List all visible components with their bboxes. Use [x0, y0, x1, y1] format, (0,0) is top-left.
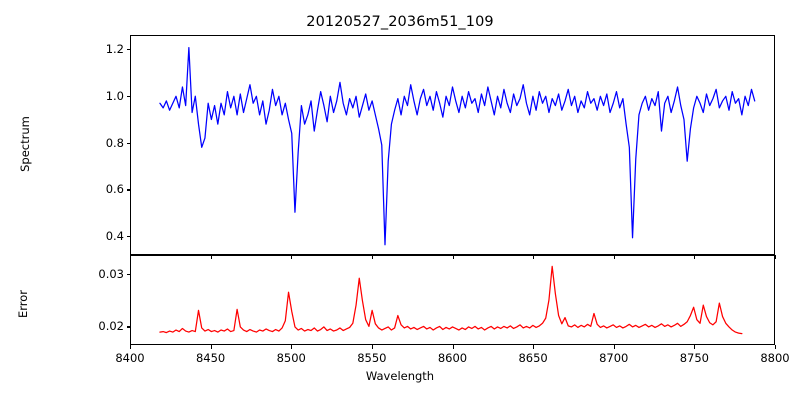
error-plot-panel — [130, 255, 775, 345]
y-tick-label-spectrum: 1.2 — [105, 42, 124, 57]
data-line-error — [160, 266, 742, 333]
x-tick-mark-spectrum — [533, 255, 535, 259]
y-tick-mark-spectrum — [126, 142, 130, 144]
y-tick-mark-error — [126, 326, 130, 328]
x-tick-mark-error — [291, 345, 293, 349]
y-tick-mark-spectrum — [126, 49, 130, 51]
x-tick-label: 8450 — [195, 351, 226, 365]
x-tick-label: 8800 — [760, 351, 790, 365]
x-tick-mark-error — [533, 345, 535, 349]
x-tick-label: 8550 — [357, 351, 387, 365]
figure-title: 20120527_2036m51_109 — [306, 14, 494, 30]
y-tick-label-error: 0.03 — [98, 266, 124, 281]
x-tick-mark-spectrum — [452, 255, 454, 259]
x-tick-mark-error — [452, 345, 454, 349]
x-tick-mark-error — [210, 345, 212, 349]
y-tick-mark-spectrum — [126, 189, 130, 191]
x-tick-mark-error — [613, 345, 615, 349]
x-tick-label: 8750 — [679, 351, 710, 365]
x-tick-mark-spectrum — [371, 255, 373, 259]
spectrum-plot-panel — [130, 35, 775, 255]
x-tick-mark-spectrum — [291, 255, 293, 259]
error-y-axis-label: Error — [16, 289, 30, 319]
y-tick-label-spectrum: 0.8 — [105, 135, 124, 150]
y-tick-label-spectrum: 0.4 — [105, 229, 124, 244]
x-tick-label: 8700 — [599, 351, 629, 365]
y-tick-mark-error — [126, 273, 130, 275]
spectrum-y-axis-label: Spectrum — [18, 116, 32, 172]
data-line-spectrum — [160, 48, 755, 245]
y-tick-label-error: 0.02 — [98, 319, 124, 334]
y-tick-label-spectrum: 1.0 — [105, 88, 124, 103]
x-tick-mark-spectrum — [613, 255, 615, 259]
spectrum-line-svg — [131, 36, 774, 254]
y-tick-mark-spectrum — [126, 95, 130, 97]
x-tick-label: 8600 — [437, 351, 468, 365]
x-tick-label: 8400 — [115, 351, 145, 365]
x-tick-label: 8500 — [276, 351, 306, 365]
y-tick-label-spectrum: 0.6 — [105, 182, 124, 197]
x-tick-mark-spectrum — [694, 255, 696, 259]
x-tick-mark-error — [130, 345, 132, 349]
x-tick-mark-error — [371, 345, 373, 349]
x-tick-mark-spectrum — [775, 255, 777, 259]
error-line-svg — [131, 256, 774, 344]
x-tick-label: 8650 — [518, 351, 548, 365]
y-tick-mark-spectrum — [126, 236, 130, 238]
x-axis-label: Wavelength — [365, 369, 435, 383]
x-tick-mark-spectrum — [210, 255, 212, 259]
x-tick-mark-error — [775, 345, 777, 349]
x-tick-mark-spectrum — [130, 255, 132, 259]
x-tick-mark-error — [694, 345, 696, 349]
